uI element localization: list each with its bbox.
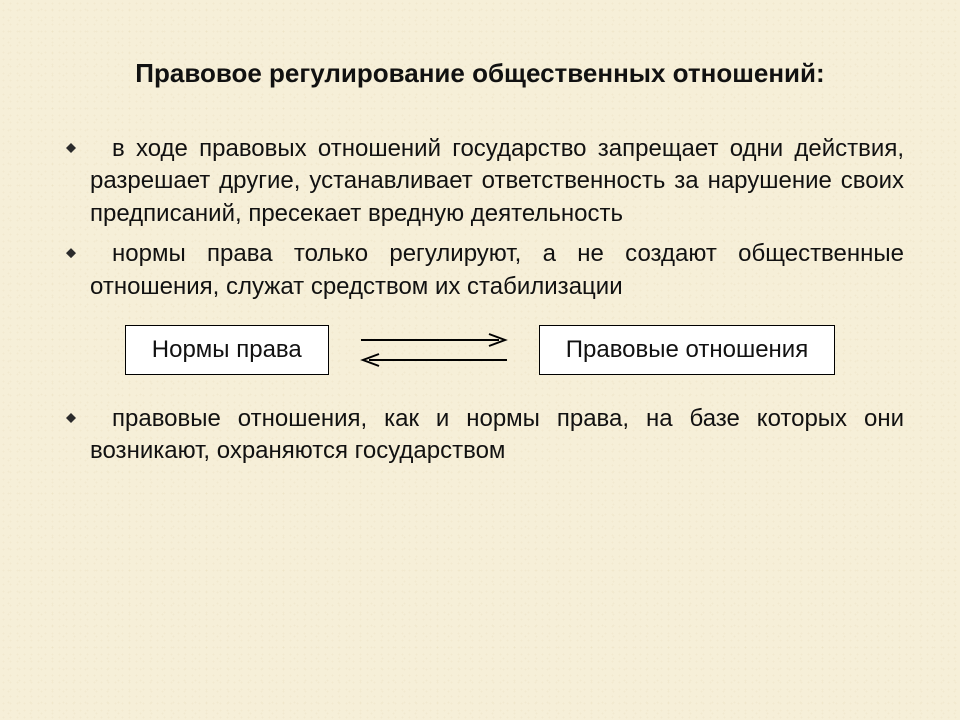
arrow-left-icon xyxy=(359,353,509,367)
diagram: Нормы права Правовые отношения xyxy=(56,325,904,375)
diagram-box-left: Нормы права xyxy=(125,325,329,375)
arrow-right-icon xyxy=(359,333,509,347)
list-item: в ходе правовых отношений государство за… xyxy=(56,133,904,230)
slide: Правовое регулирование общественных отно… xyxy=(0,0,960,720)
bullet-text: нормы права только регулируют, а не созд… xyxy=(90,238,904,303)
bullet-text: в ходе правовых отношений государство за… xyxy=(90,133,904,230)
diagram-box-right: Правовые отношения xyxy=(539,325,835,375)
bullet-list-1: в ходе правовых отношений государство за… xyxy=(56,133,904,303)
list-item: нормы права только регулируют, а не созд… xyxy=(56,238,904,303)
list-item: правовые отношения, как и нормы права, н… xyxy=(56,403,904,468)
bullet-text: правовые отношения, как и нормы права, н… xyxy=(90,403,904,468)
bullet-list-2: правовые отношения, как и нормы права, н… xyxy=(56,403,904,468)
slide-title: Правовое регулирование общественных отно… xyxy=(56,58,904,89)
arrow-group xyxy=(359,333,509,367)
